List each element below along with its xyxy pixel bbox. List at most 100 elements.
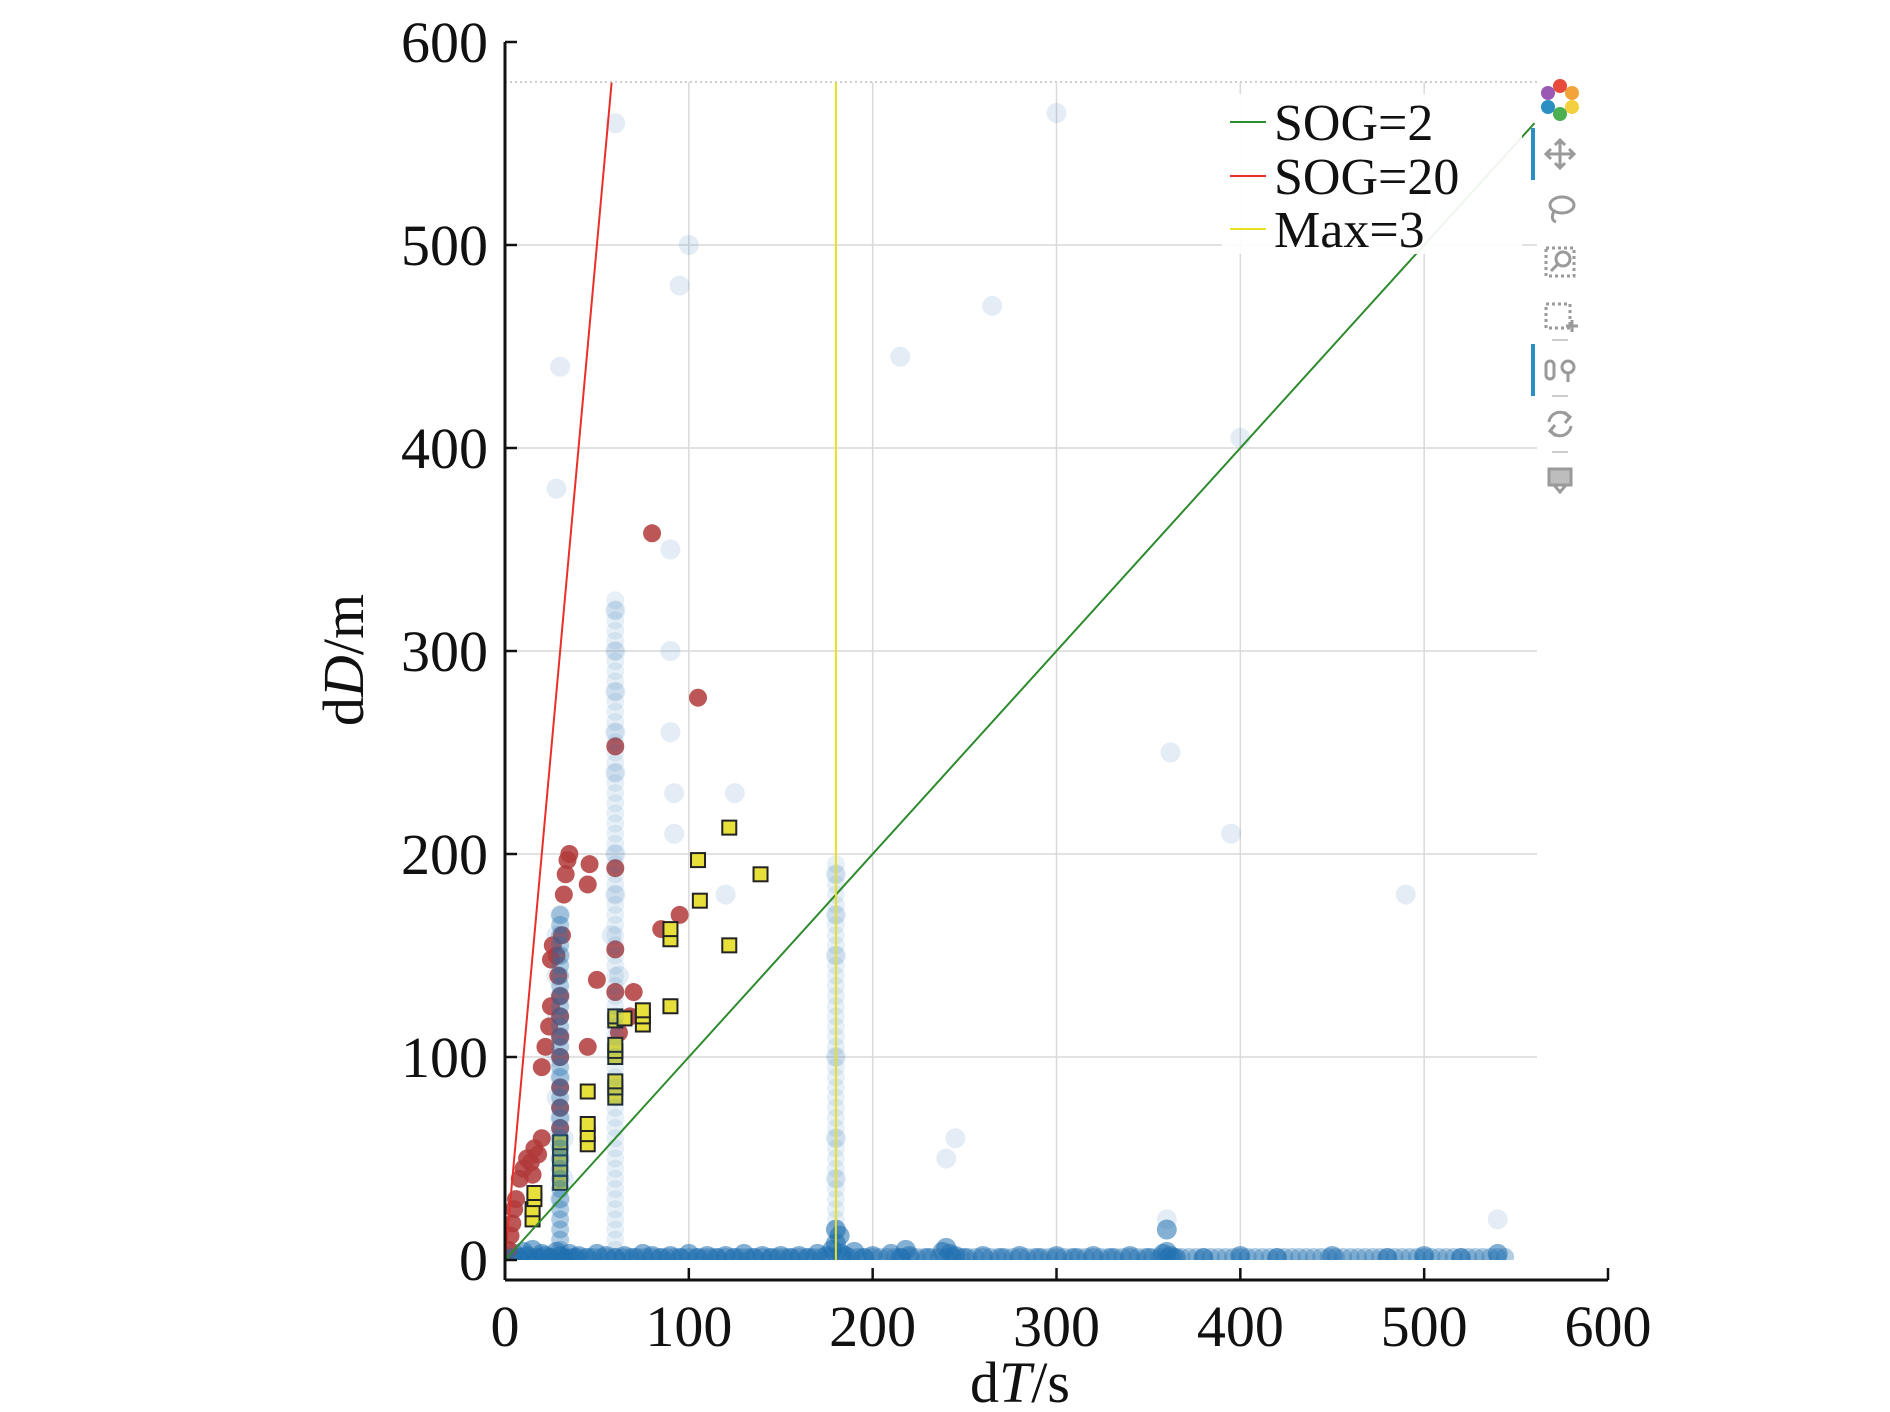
column-scatter-point <box>606 1048 625 1066</box>
column-scatter-point <box>606 1149 625 1168</box>
column-scatter-point <box>606 976 625 995</box>
red-scatter-point <box>689 688 708 707</box>
baseline-scatter-point <box>1451 1247 1470 1260</box>
baseline-scatter-point <box>922 1247 941 1260</box>
baseline-scatter-point <box>944 1247 963 1260</box>
blue-scatter-point <box>605 681 626 702</box>
baseline-scatter-point <box>1400 1247 1419 1260</box>
yellow-square-point <box>662 921 679 938</box>
baseline-scatter-point <box>1275 1247 1294 1260</box>
red-scatter-point <box>532 1129 551 1148</box>
column-scatter-point <box>606 642 625 660</box>
blue-scatter-point <box>660 539 681 560</box>
legend-box <box>1222 94 1522 254</box>
baseline-scatter-point <box>1040 1247 1059 1260</box>
column-scatter-point <box>606 652 625 671</box>
column-scatter-point <box>606 1078 625 1097</box>
column-scatter-point <box>606 753 625 772</box>
x-tick-label: 0 <box>491 1294 520 1359</box>
red-scatter-point <box>532 1058 551 1077</box>
tick-labels: 0 100 200 300 400 500 600 0 100 200 300 400 500 600 <box>401 10 1652 1359</box>
baseline-scatter-point <box>1488 1247 1507 1260</box>
hover-icon[interactable] <box>1544 359 1576 382</box>
column-scatter-point <box>551 1129 570 1148</box>
column-scatter-point <box>551 946 570 965</box>
baseline-scatter-point <box>1209 1247 1228 1260</box>
column-scatter-point <box>606 672 625 691</box>
column-scatter-point <box>551 1119 570 1138</box>
column-scatter-point <box>551 1037 570 1056</box>
column-scatter-point <box>606 885 625 904</box>
baseline-scatter-point <box>1496 1247 1515 1260</box>
column-scatter-point <box>551 987 570 1006</box>
bokeh-logo-icon[interactable] <box>1541 79 1579 121</box>
baseline-scatter-point <box>863 1247 882 1260</box>
column-scatter-point <box>606 1200 625 1219</box>
blue-scatter-point <box>1156 1219 1177 1240</box>
baseline-scatter-point <box>1385 1247 1404 1260</box>
baseline-scatter-point <box>1253 1247 1272 1260</box>
pan-icon[interactable] <box>1543 137 1577 171</box>
yellow-square-point <box>691 892 708 909</box>
red-scatter-point <box>551 1078 570 1097</box>
box-select-icon[interactable] <box>1544 302 1578 332</box>
reference-line-sog-20 <box>505 82 613 1260</box>
baseline-scatter-point <box>996 1247 1015 1260</box>
column-scatter-point <box>606 1108 625 1127</box>
baseline-scatter-point <box>915 1247 934 1260</box>
blue-scatter-point <box>1221 823 1242 844</box>
column-scatter-point <box>606 834 625 853</box>
red-scatter-point <box>606 737 625 756</box>
reset-icon[interactable] <box>1547 410 1573 438</box>
baseline-scatter-point <box>709 1247 728 1260</box>
baseline-scatter-point <box>650 1247 669 1260</box>
blue-scatter-point <box>982 295 1003 316</box>
baseline-scatter-point <box>1098 1247 1117 1260</box>
baseline-scatter-point <box>804 1247 823 1260</box>
blue-scatter-point <box>664 823 685 844</box>
baseline-scatter-point <box>665 1247 684 1260</box>
column-scatter-point <box>606 773 625 792</box>
baseline-scatter-point <box>510 1247 529 1260</box>
red-scatter-point <box>670 905 689 924</box>
column-scatter-point <box>606 966 625 985</box>
column-scatter-point <box>606 926 625 945</box>
blue-scatter-point <box>1046 1245 1067 1260</box>
blue-scatter-point <box>1064 1247 1085 1260</box>
save-icon[interactable] <box>1547 467 1573 495</box>
baseline-scatter-point <box>1378 1247 1397 1260</box>
baseline-scatter-point <box>1297 1247 1316 1260</box>
red-scatter-point <box>547 946 566 965</box>
baseline-scatter-point <box>584 1247 603 1260</box>
x-tick-label: 300 <box>1013 1294 1100 1359</box>
baseline-scatter-point <box>635 1247 654 1260</box>
baseline-scatter-point <box>1179 1247 1198 1260</box>
lasso-select-icon[interactable] <box>1548 195 1576 224</box>
column-scatter-point <box>606 1220 625 1239</box>
baseline-scatter-point <box>1194 1247 1213 1260</box>
y-tick-label: 500 <box>401 213 488 278</box>
blue-scatter-point <box>550 356 571 377</box>
column-scatter-point <box>606 702 625 721</box>
baseline-scatter-point <box>687 1247 706 1260</box>
blue-scatter-point <box>605 884 626 905</box>
baseline-scatter-point <box>525 1247 544 1260</box>
yellow-square-point <box>579 1083 596 1100</box>
column-scatter-point <box>551 1220 570 1239</box>
baseline-scatter-point <box>1010 1247 1029 1260</box>
baseline-scatter-point <box>694 1247 713 1260</box>
baseline-scatter-point <box>848 1247 867 1260</box>
baseline-scatter-point <box>1025 1247 1044 1260</box>
column-scatter-point <box>606 794 625 813</box>
column-scatter-point <box>606 1088 625 1107</box>
box-zoom-icon[interactable] <box>1544 246 1576 278</box>
baseline-scatter-point <box>1371 1247 1390 1260</box>
column-scatter-point <box>551 1098 570 1117</box>
column-scatter-point <box>606 1098 625 1117</box>
column-scatter-point <box>606 662 625 681</box>
column-scatter-point <box>551 1068 570 1087</box>
baseline-scatter-point <box>518 1247 537 1260</box>
blue-scatter-point <box>660 722 681 743</box>
baseline-scatter-point <box>1459 1247 1478 1260</box>
